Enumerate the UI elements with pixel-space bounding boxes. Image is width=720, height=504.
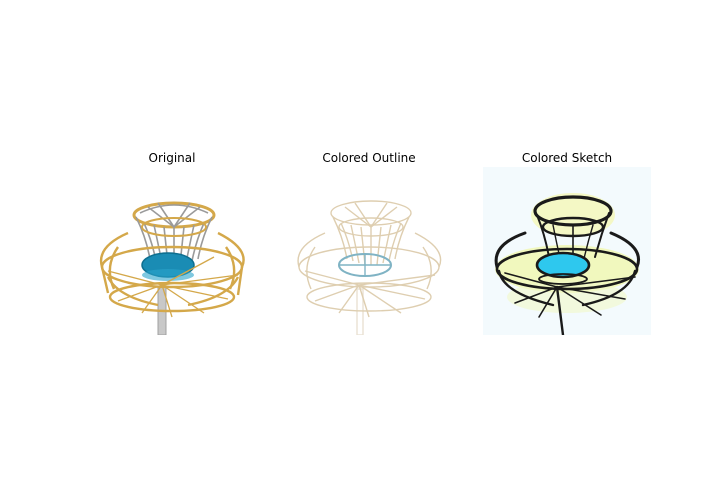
panel-original: Original	[88, 150, 256, 335]
panel-colored-sketch: Colored Sketch	[483, 150, 651, 335]
panel-title-colored-sketch: Colored Sketch	[521, 151, 613, 165]
panel-title-colored-outline: Colored Outline	[322, 151, 416, 165]
panel-title-original: Original	[148, 151, 196, 165]
panel-colored-outline: Colored Outline	[285, 150, 453, 335]
colored-sketch-basket-image	[483, 167, 651, 335]
colored-outline-basket-image	[297, 200, 442, 335]
original-disc-golf-basket-image	[99, 201, 245, 335]
